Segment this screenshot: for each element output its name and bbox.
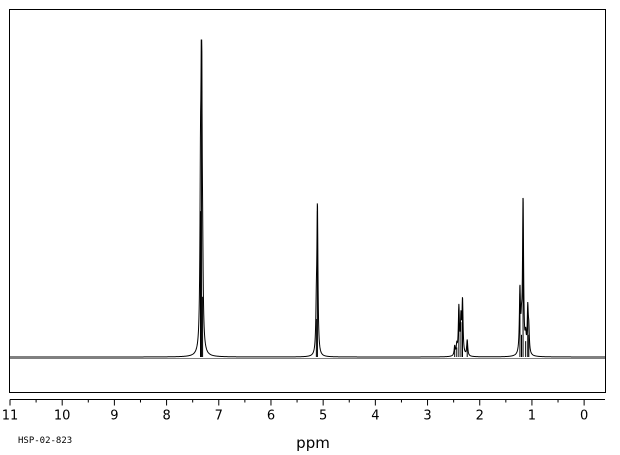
tick-label: 4: [371, 409, 379, 424]
sample-id-label: HSP-02-823: [18, 436, 73, 446]
tick-label: 10: [54, 409, 71, 424]
tick-label: 8: [162, 409, 170, 424]
tick-label: 7: [215, 409, 223, 424]
tick-label: 1: [528, 409, 536, 424]
tick-label: 9: [110, 409, 118, 424]
plot-frame: [9, 9, 606, 393]
tick-label: 2: [476, 409, 484, 424]
tick-label: 11: [2, 409, 19, 424]
peaks-layer: [200, 40, 530, 357]
tick-label: 3: [423, 409, 431, 424]
x-axis-ticks: 11 10 9 8 7 6 5 4 3 2 1 0: [2, 399, 588, 424]
tick-label: 6: [267, 409, 275, 424]
spectrum-trace: [10, 39, 605, 358]
x-axis-title: ppm: [296, 434, 330, 452]
tick-label: 5: [319, 409, 327, 424]
tick-label: 0: [580, 409, 588, 424]
